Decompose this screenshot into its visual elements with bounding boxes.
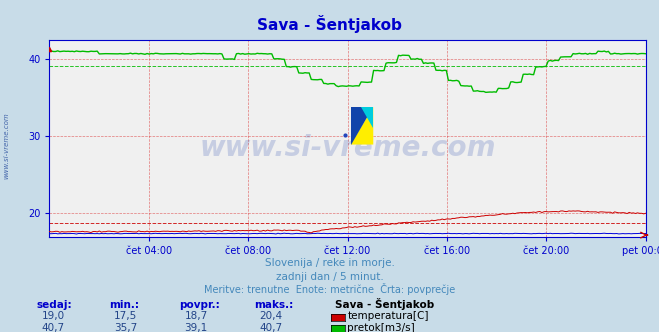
Text: 18,7: 18,7 [185,311,208,321]
Text: temperatura[C]: temperatura[C] [347,311,429,321]
Text: 39,1: 39,1 [185,323,208,332]
Text: 20,4: 20,4 [259,311,282,321]
Text: min.:: min.: [109,300,139,310]
Text: www.si-vreme.com: www.si-vreme.com [3,113,10,180]
Text: 35,7: 35,7 [114,323,137,332]
Text: 19,0: 19,0 [42,311,65,321]
Text: Slovenija / reke in morje.: Slovenija / reke in morje. [264,258,395,268]
Text: maks.:: maks.: [254,300,293,310]
Text: 40,7: 40,7 [259,323,282,332]
Text: 17,5: 17,5 [114,311,137,321]
Text: pretok[m3/s]: pretok[m3/s] [347,323,415,332]
Text: sedaj:: sedaj: [36,300,72,310]
Text: Sava - Šentjakob: Sava - Šentjakob [335,298,434,310]
Polygon shape [361,107,373,127]
Text: Meritve: trenutne  Enote: metrične  Črta: povprečje: Meritve: trenutne Enote: metrične Črta: … [204,283,455,295]
Text: Sava - Šentjakob: Sava - Šentjakob [257,15,402,33]
Text: www.si-vreme.com: www.si-vreme.com [200,134,496,162]
Text: 40,7: 40,7 [42,323,65,332]
Text: povpr.:: povpr.: [179,300,220,310]
Polygon shape [351,107,373,144]
Text: zadnji dan / 5 minut.: zadnji dan / 5 minut. [275,272,384,282]
Polygon shape [351,107,373,144]
